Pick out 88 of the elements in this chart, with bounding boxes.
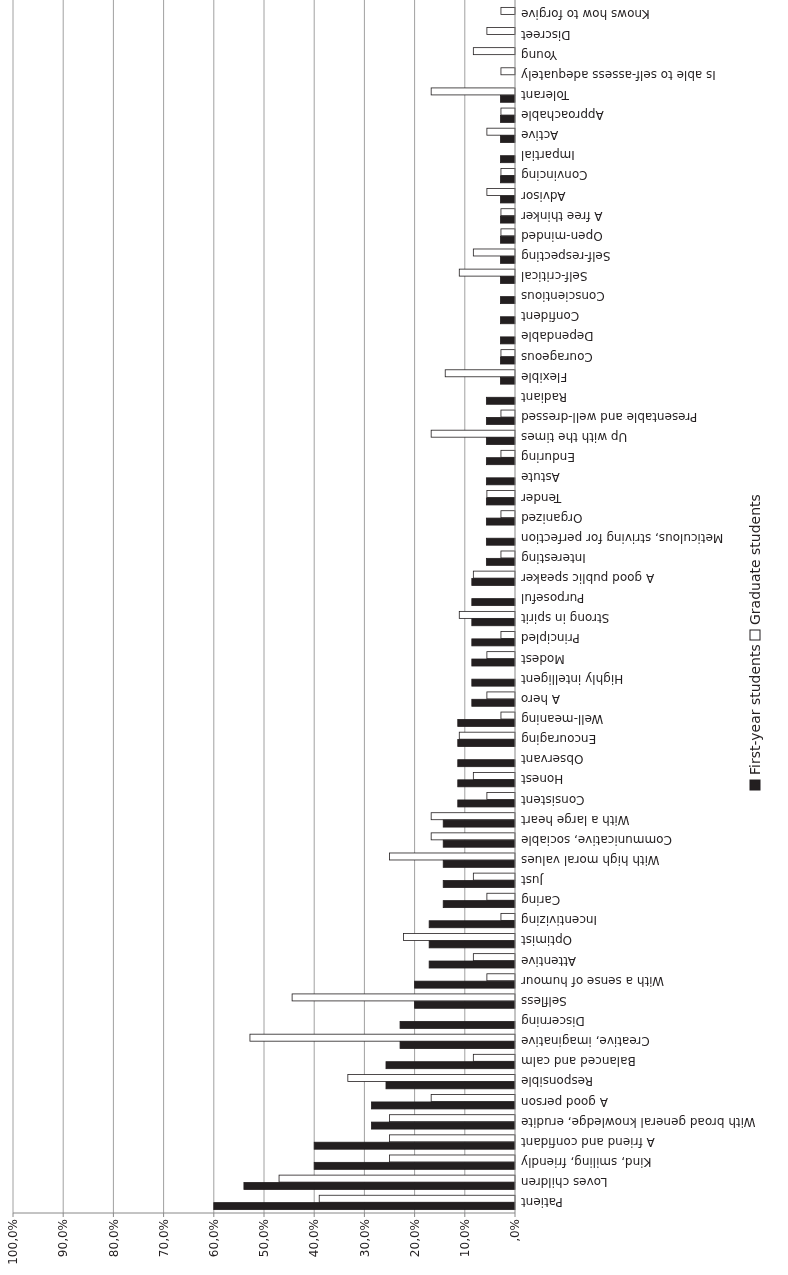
y-tick-label: Tender bbox=[520, 490, 563, 505]
x-tick-label: ,0% bbox=[508, 1219, 523, 1242]
y-tick-label: Conscientious bbox=[521, 289, 605, 304]
y-tick-label: Active bbox=[521, 128, 559, 143]
x-tick-label: 10,0% bbox=[458, 1219, 472, 1258]
y-tick-label: Open-minded bbox=[521, 228, 603, 243]
y-tick-label: Strong in spirit bbox=[520, 611, 610, 626]
x-tick-label: 30,0% bbox=[357, 1219, 372, 1258]
y-tick-label: Confident bbox=[520, 309, 580, 324]
y-tick-label: A good person bbox=[521, 1094, 608, 1109]
bar bbox=[500, 67, 516, 76]
y-tick-label: Loves children bbox=[521, 1175, 608, 1190]
y-tick-label: Flexible bbox=[521, 369, 568, 384]
y-tick-label: Knows how to forgive bbox=[521, 7, 650, 22]
y-tick-label: Discreet bbox=[520, 27, 571, 42]
y-tick-label: Balanced and calm bbox=[521, 1054, 636, 1069]
y-tick-label: A free thinker bbox=[520, 208, 603, 223]
y-tick-label: Kind, smiling, friendly bbox=[521, 1154, 652, 1169]
bar bbox=[500, 155, 516, 164]
y-tick-label: Creative, imaginative bbox=[521, 1034, 650, 1049]
x-tick-label: 90,0% bbox=[56, 1219, 71, 1258]
y-tick-label: Radiant bbox=[520, 389, 568, 404]
y-tick-label: Communicative, sociable bbox=[521, 832, 672, 847]
y-tick-label: Tolerant bbox=[520, 87, 570, 102]
y-tick-label: Principled bbox=[521, 631, 580, 646]
bar bbox=[485, 396, 516, 405]
y-tick-label: Just bbox=[520, 873, 545, 888]
y-tick-label: Highly intelligent bbox=[520, 671, 624, 686]
y-tick-label: Purposeful bbox=[521, 591, 585, 606]
bar bbox=[457, 759, 516, 768]
y-tick-label: Self-critical bbox=[521, 269, 588, 284]
x-tick-label: 40,0% bbox=[307, 1219, 322, 1258]
x-tick-label: 100,0% bbox=[6, 1219, 21, 1265]
y-tick-label: Young bbox=[521, 47, 558, 62]
y-tick-label: Meticulous, striving for perfection bbox=[521, 530, 724, 545]
y-tick-label: A hero bbox=[521, 691, 561, 706]
y-tick-label: With broad general knowledge, erudite bbox=[521, 1114, 756, 1129]
y-tick-label: Attentive bbox=[521, 953, 576, 968]
y-tick-label: With a sense of humour bbox=[520, 973, 665, 988]
y-tick-label: Observant bbox=[520, 752, 584, 767]
text: Graduate students bbox=[746, 494, 763, 625]
x-tick-label: 70,0% bbox=[156, 1219, 171, 1258]
y-tick-label: A good public speaker bbox=[520, 571, 655, 586]
bar bbox=[500, 296, 516, 305]
y-tick-label: Astute bbox=[521, 470, 560, 485]
y-tick-label: Encouraging bbox=[521, 732, 597, 747]
y-tick-label: Optimist bbox=[520, 933, 573, 948]
bar bbox=[500, 336, 516, 345]
bar bbox=[485, 537, 516, 546]
y-tick-label: Responsible bbox=[521, 1074, 593, 1089]
y-tick-label: Interesting bbox=[521, 550, 586, 565]
x-tick-label: 60,0% bbox=[207, 1219, 221, 1258]
legend-label: First-year students bbox=[746, 644, 763, 775]
y-tick-label: With high moral values bbox=[521, 852, 660, 867]
bar bbox=[399, 1021, 516, 1029]
x-tick-label: 50,0% bbox=[257, 1219, 272, 1258]
y-tick-label: Self-respecting bbox=[521, 248, 611, 263]
bar bbox=[485, 477, 516, 486]
y-tick-label: Honest bbox=[520, 772, 564, 787]
y-tick-label: Approachable bbox=[521, 108, 604, 123]
y-tick-label: Well-meaning bbox=[521, 712, 604, 727]
bar bbox=[472, 47, 516, 56]
y-tick-label: Convincing bbox=[521, 168, 588, 183]
x-tick-label: 80,0% bbox=[106, 1219, 121, 1258]
y-tick-label: Impartial bbox=[521, 148, 575, 163]
y-tick-label: Consistent bbox=[520, 792, 585, 807]
y-tick-label: Discerning bbox=[521, 1014, 585, 1029]
y-tick-label: Is able to self-assess adequately bbox=[521, 67, 716, 82]
y-tick-label: With a large heart bbox=[520, 812, 630, 827]
bar bbox=[500, 316, 516, 325]
bar bbox=[471, 678, 516, 687]
y-tick-label: Advisor bbox=[520, 188, 566, 203]
y-tick-label: Organized bbox=[521, 510, 583, 525]
bar bbox=[471, 598, 516, 607]
y-tick-label: Patient bbox=[520, 1195, 563, 1210]
y-tick-label: Dependable bbox=[521, 329, 594, 344]
y-tick-label: A friend and confidant bbox=[520, 1134, 655, 1149]
bar bbox=[486, 27, 516, 35]
y-tick-label: Presentable and well-dressed bbox=[521, 410, 698, 425]
y-tick-label: Enduring bbox=[521, 450, 575, 465]
y-tick-label: Up with the times bbox=[521, 430, 628, 445]
y-tick-label: Incentivizing bbox=[521, 913, 598, 928]
y-tick-label: Selfless bbox=[521, 993, 567, 1008]
x-tick-label: 20,0% bbox=[407, 1219, 422, 1258]
y-tick-label: Modest bbox=[520, 651, 565, 666]
bar bbox=[500, 6, 516, 15]
y-tick-label: Caring bbox=[521, 893, 561, 908]
y-tick-label: Courageous bbox=[521, 349, 593, 364]
